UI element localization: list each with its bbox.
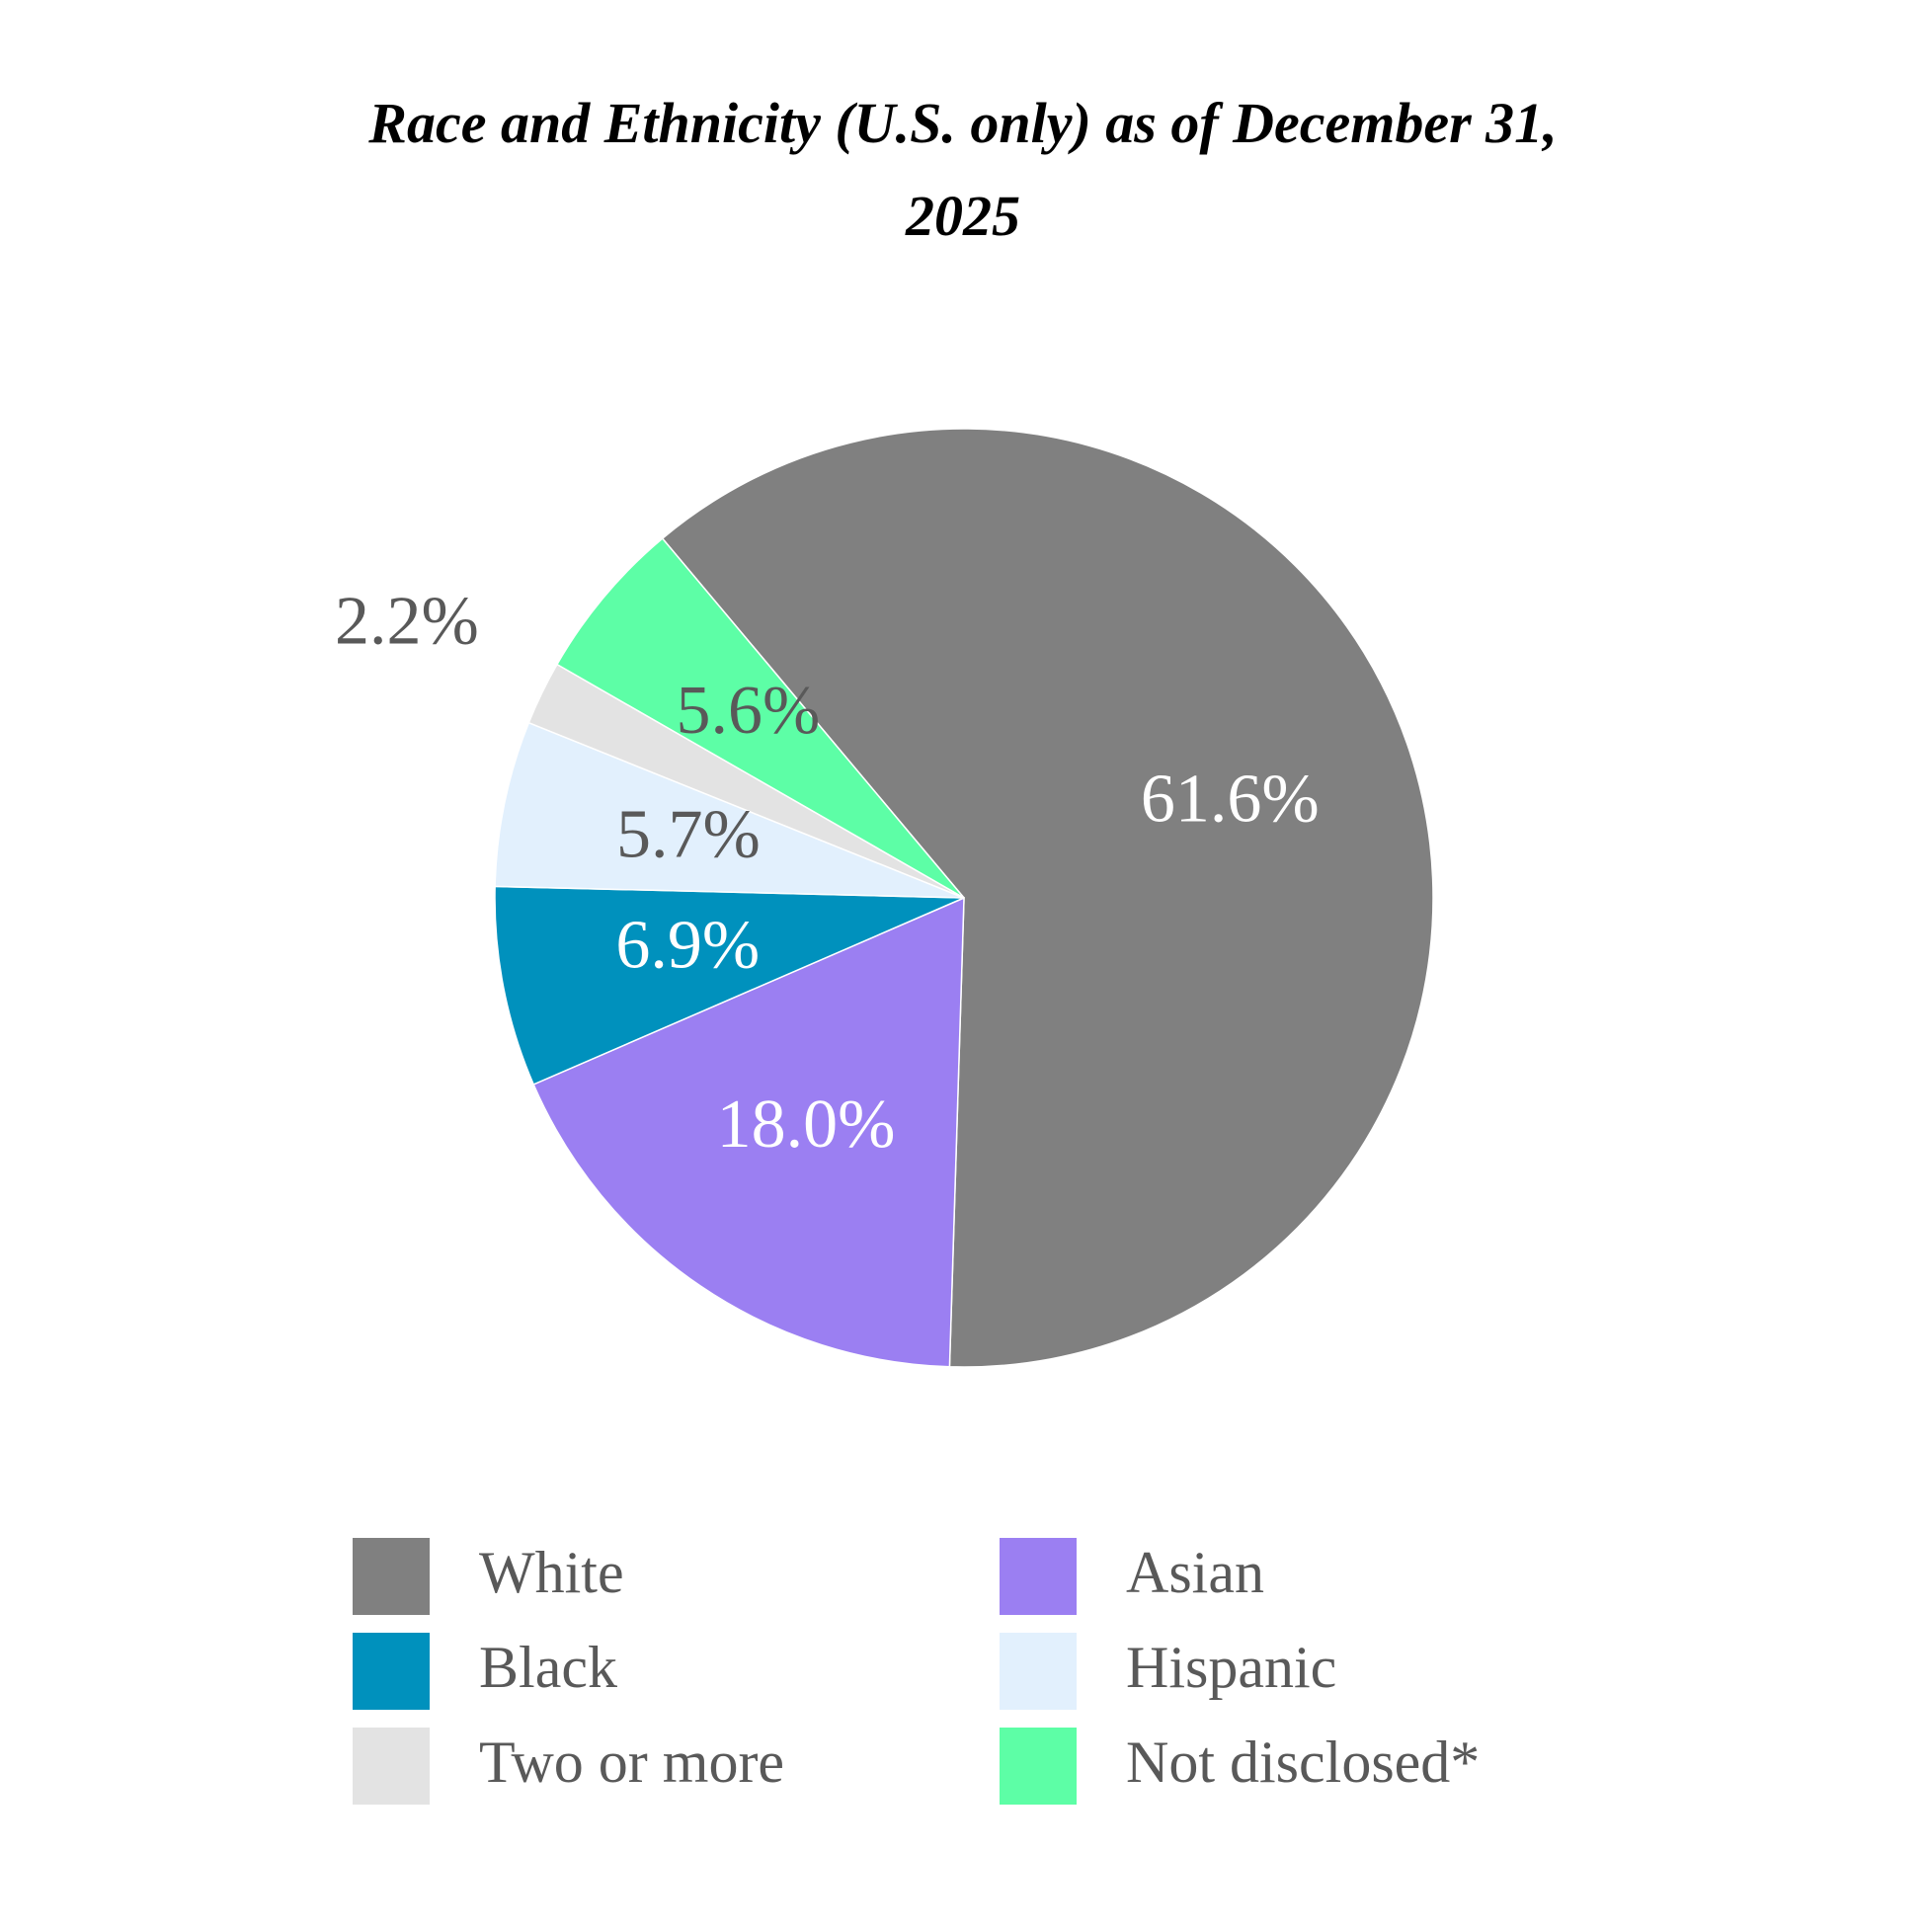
legend-swatch [1000,1728,1077,1805]
slice-label: 2.2% [335,583,479,659]
legend-swatch [353,1538,430,1615]
pie-slice [661,428,1434,1368]
pie-slice [532,896,965,1368]
legend-label: Black [479,1635,617,1700]
legend-label: Not disclosed* [1126,1730,1480,1795]
legend-label: Asian [1126,1540,1264,1605]
pie-slice [494,721,965,899]
legend-swatch [1000,1538,1077,1615]
legend-swatch [353,1728,430,1805]
legend-label: White [479,1540,624,1605]
slice-label: 5.6% [677,673,821,749]
chart-title: Race and Ethnicity (U.S. only) as of Dec… [368,91,1558,248]
pie-slice [494,885,965,1086]
legend-label: Hispanic [1126,1635,1336,1700]
slice-label: 5.7% [616,796,761,872]
slice-label: 61.6% [1141,762,1320,838]
slice-label: 6.9% [615,908,760,984]
slice-label: 18.0% [717,1087,896,1163]
legend-label: Two or more [479,1730,784,1795]
legend-swatch [1000,1633,1077,1710]
pie-slice [555,537,965,899]
legend-swatch [353,1633,430,1710]
